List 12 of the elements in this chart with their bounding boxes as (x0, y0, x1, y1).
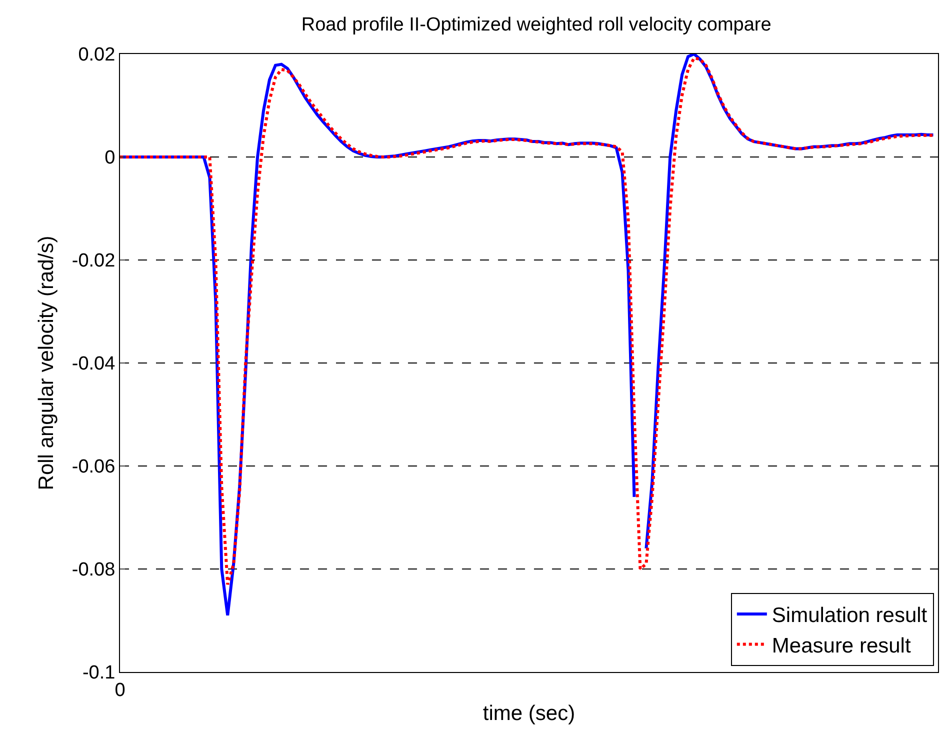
y-tick-label: 0 (104, 148, 116, 169)
x-axis-title: time (sec) (482, 702, 576, 725)
y-tick-label: -0.1 (82, 662, 116, 684)
y-tick-label: -0.06 (72, 456, 116, 478)
y-axis-title: Roll angular velocity (rad/s) (35, 236, 58, 490)
y-tick-label: -0.08 (72, 560, 116, 581)
y-tick-label: -0.04 (72, 354, 116, 375)
legend-label: Measure result (772, 634, 911, 658)
chart-title: Road profile II-Optimized weighted roll velocity compare (301, 14, 772, 36)
y-tick-label: 0.02 (78, 44, 116, 66)
legend-label: Simulation result (772, 604, 928, 628)
y-tick-label: -0.02 (72, 250, 116, 272)
